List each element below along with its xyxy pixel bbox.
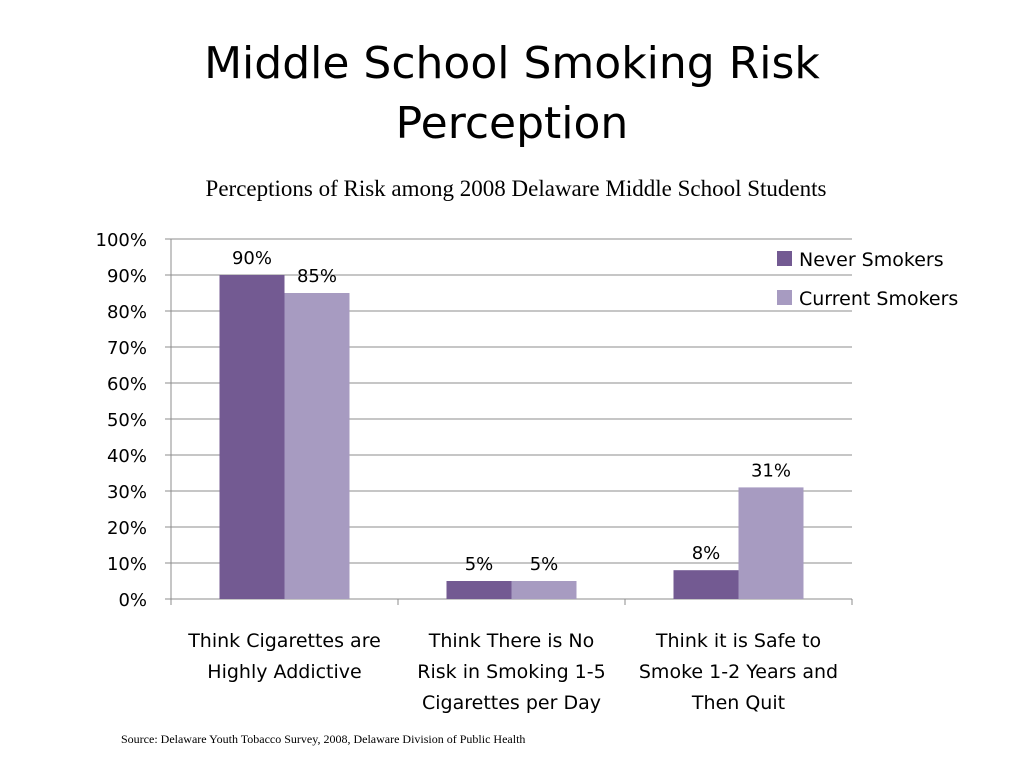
bar-current-smokers	[738, 487, 804, 599]
legend-swatch-never-smokers	[777, 251, 792, 266]
legend-label: Never Smokers	[799, 249, 944, 271]
bar-current-smokers	[284, 293, 350, 599]
y-tick-label: 20%	[107, 518, 147, 539]
slide-title-line-2: Perception	[395, 98, 629, 149]
chart-title: Perceptions of Risk among 2008 Delaware …	[206, 176, 827, 201]
x-category-label-line: Smoke 1-2 Years and	[639, 661, 838, 683]
bar-current-smokers	[511, 581, 577, 599]
data-label: 85%	[297, 266, 337, 287]
x-category-label: Think it is Safe to Smoke 1-2 Years and Th…	[639, 630, 838, 714]
x-category-label-line: Think There is No	[428, 630, 595, 652]
y-tick-label: 30%	[107, 482, 147, 503]
y-tick-label: 80%	[107, 302, 147, 323]
x-category-label-line: Think Cigarettes are	[187, 630, 381, 652]
x-category-label-line: Then Quit	[691, 692, 785, 714]
y-tick-label: 10%	[107, 554, 147, 575]
y-tick-label: 40%	[107, 446, 147, 467]
data-label: 8%	[692, 543, 721, 564]
x-category-label: Think Cigarettes are Highly Addictive	[187, 630, 381, 683]
y-tick-label: 0%	[118, 590, 147, 611]
x-category-label: Think There is No Risk in Smoking 1-5 Ciga…	[417, 630, 605, 714]
data-label: 90%	[232, 248, 272, 269]
data-label: 5%	[530, 554, 559, 575]
y-tick-label: 90%	[107, 266, 147, 287]
bar-never-smokers	[219, 275, 285, 599]
x-category-label-line: Risk in Smoking 1-5	[417, 661, 605, 683]
bar-never-smokers	[446, 581, 512, 599]
slide-title-line-1: Middle School Smoking Risk	[204, 38, 820, 89]
source-note: Source: Delaware Youth Tobacco Survey, 2…	[121, 732, 526, 746]
legend-swatch-current-smokers	[777, 290, 792, 305]
legend-label: Current Smokers	[799, 288, 958, 310]
x-category-label-line: Think it is Safe to	[655, 630, 821, 652]
bar-never-smokers	[673, 570, 739, 599]
x-category-label-line: Highly Addictive	[207, 661, 361, 683]
y-tick-label: 50%	[107, 410, 147, 431]
data-label: 31%	[751, 460, 791, 481]
y-tick-label: 70%	[107, 338, 147, 359]
slide-title: Middle School Smoking Risk Perception	[0, 34, 1024, 154]
y-tick-label: 100%	[96, 230, 147, 251]
y-tick-label: 60%	[107, 374, 147, 395]
x-category-label-line: Cigarettes per Day	[422, 692, 601, 714]
data-label: 5%	[465, 554, 494, 575]
